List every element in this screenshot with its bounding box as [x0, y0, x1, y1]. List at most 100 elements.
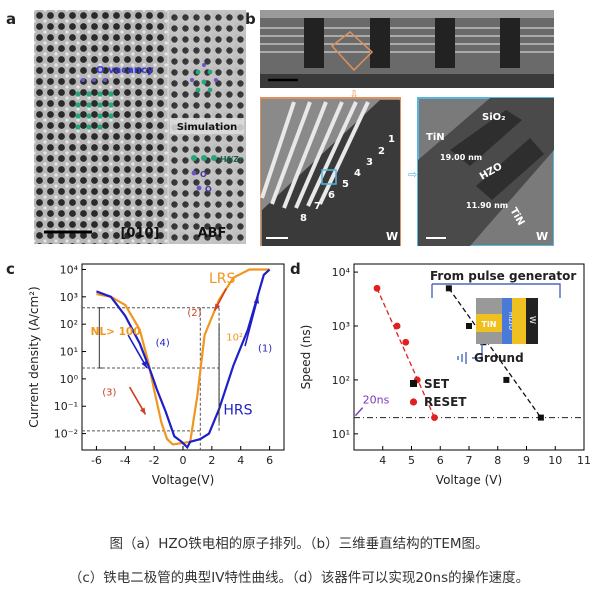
caption-line-2: （c）铁电二极管的典型IV特性曲线。（d）该器件可以实现20ns的操作速度。 [68, 570, 530, 586]
legend-marker-set [410, 380, 417, 387]
svg-text:11.90 nm: 11.90 nm [466, 201, 508, 210]
y-tick-label: 10³ [60, 291, 78, 304]
ground-symbol [457, 352, 467, 364]
layer-numbers: 1 2 3 4 5 6 7 8 [300, 134, 395, 224]
x-tick-label: -2 [149, 454, 160, 467]
reset-point [402, 338, 410, 346]
panel-c-label: c [6, 260, 15, 278]
y-tick-label: 10² [332, 374, 350, 387]
y-tick-label: 10⁻² [54, 428, 78, 441]
atom-markers [75, 63, 218, 130]
inset-hzo-label: HfZrO [507, 312, 514, 330]
inset-tin-layer [476, 314, 502, 332]
svg-text:8: 8 [300, 213, 307, 224]
inset-title: From pulse generator [430, 269, 576, 283]
set-point [466, 323, 472, 329]
ratio-label: 10² [226, 333, 243, 344]
simulation-label: Simulation [177, 122, 238, 133]
lrs-label: LRS [209, 271, 236, 287]
svg-text:O: O [200, 170, 207, 179]
nl-label: NL> 100 [91, 326, 141, 338]
x-axis-label: Voltage(V) [152, 473, 215, 487]
svg-text:6: 6 [328, 190, 335, 201]
panel-a-label: a [6, 10, 17, 28]
inset-wire-ground [472, 344, 483, 359]
svg-text:TiN: TiN [426, 132, 445, 143]
label-3: (3) [102, 387, 116, 398]
sio2-label: SiO₂ [482, 112, 506, 123]
svg-text:7: 7 [314, 201, 321, 212]
x-tick-label: -6 [91, 454, 102, 467]
x-tick-label: 4 [379, 454, 386, 467]
zone-axis-label: [010] [120, 226, 159, 241]
y-tick-label: 10⁻¹ [54, 400, 78, 413]
iv-curve-chart: -6 -4 -2 0 2 4 6 10⁻² 10⁻¹ 10⁰ 10¹ 10² 10³ 10⁴ Voltage… [27, 263, 285, 487]
caption-line-1: 图（a）HZO铁电相的原子排列。（b）三维垂直结构的TEM图。 [109, 536, 489, 552]
x-tick-label: 0 [180, 454, 187, 467]
svg-text:O: O [205, 185, 212, 194]
inset-w-layer [526, 298, 538, 344]
inset-tin-label: TiN [482, 320, 497, 329]
label-2: (2) [187, 308, 201, 319]
y-tick-label: 10⁴ [60, 263, 79, 276]
x-tick-label: 7 [466, 454, 473, 467]
o-vacancy-label: O vacancy [96, 65, 154, 76]
label-20ns: 20ns [363, 394, 390, 407]
x-tick-label: 11 [577, 454, 591, 467]
reset-point [431, 414, 438, 421]
arrow-4-head [141, 360, 147, 368]
iv-series-line-2 [96, 268, 271, 450]
panel-b-tem-images: ⇩ 1 2 3 4 5 6 7 8 W ⇨ SiO₂ TiN 19.00 nm … [260, 10, 554, 246]
svg-text:2: 2 [378, 146, 385, 157]
arrow-1-head [253, 296, 260, 304]
x-tick-label: 6 [266, 454, 273, 467]
atom-legend: Hf/Zr O O [191, 155, 243, 194]
svg-text:Hf/Zr: Hf/Zr [220, 155, 243, 164]
legend-marker-reset [409, 398, 418, 406]
panel-a-tem-image: Simulation O vacancy Hf/Zr O O [010] [34, 10, 246, 244]
legend-label-reset: RESET [424, 395, 467, 409]
y-tick-label: 10¹ [60, 346, 78, 359]
arrow-3-head [139, 407, 146, 415]
set-point [503, 376, 510, 383]
ground-label: Ground [474, 351, 524, 365]
reset-point [373, 284, 381, 292]
set-point [537, 414, 544, 421]
inset-wire-top [431, 283, 561, 298]
hrs-label: HRS [223, 402, 252, 418]
svg-text:4: 4 [354, 168, 361, 179]
svg-text:3: 3 [366, 157, 373, 168]
x-tick-label: -4 [120, 454, 131, 467]
y-axis-label: Speed (ns) [299, 325, 313, 390]
y-tick-label: 10¹ [332, 428, 350, 441]
label-4: (4) [156, 338, 170, 349]
y-tick-label: 10⁴ [332, 266, 351, 279]
reset-point [393, 322, 401, 330]
inset-hzo-layer [502, 298, 512, 344]
svg-text:1: 1 [388, 134, 395, 145]
inset-w-side [512, 298, 526, 344]
inset-w-label: W [528, 316, 537, 324]
label-1: (1) [258, 344, 272, 355]
set-point [445, 285, 452, 292]
arrow-2-head [214, 303, 221, 311]
panel-b-label: b [245, 10, 256, 28]
panel-d-label: d [290, 260, 301, 278]
svg-text:⇩: ⇩ [349, 88, 358, 101]
svg-text:19.00 nm: 19.00 nm [440, 153, 482, 162]
y-tick-label: 10³ [332, 320, 350, 333]
x-axis-label: Voltage (V) [436, 473, 502, 487]
x-tick-label: 10 [548, 454, 562, 467]
fit-line-set [448, 287, 542, 418]
y-axis-label: Current density (A/cm²) [27, 286, 41, 427]
speed-chart: 4 5 6 7 8 9 10 11 10¹ 10² 10³ 10⁴ Voltage (V) Speed (… [299, 263, 591, 487]
arrow-20ns [354, 407, 364, 417]
y-tick-label: 10² [60, 318, 78, 331]
legend-label-set: SET [424, 377, 450, 391]
svg-text:5: 5 [342, 179, 349, 190]
y-tick-label: 10⁰ [60, 373, 79, 386]
svg-text:⇨: ⇨ [408, 168, 417, 181]
x-tick-label: 6 [437, 454, 444, 467]
arrow-1 [244, 296, 259, 347]
abf-label: ABF [198, 226, 227, 241]
